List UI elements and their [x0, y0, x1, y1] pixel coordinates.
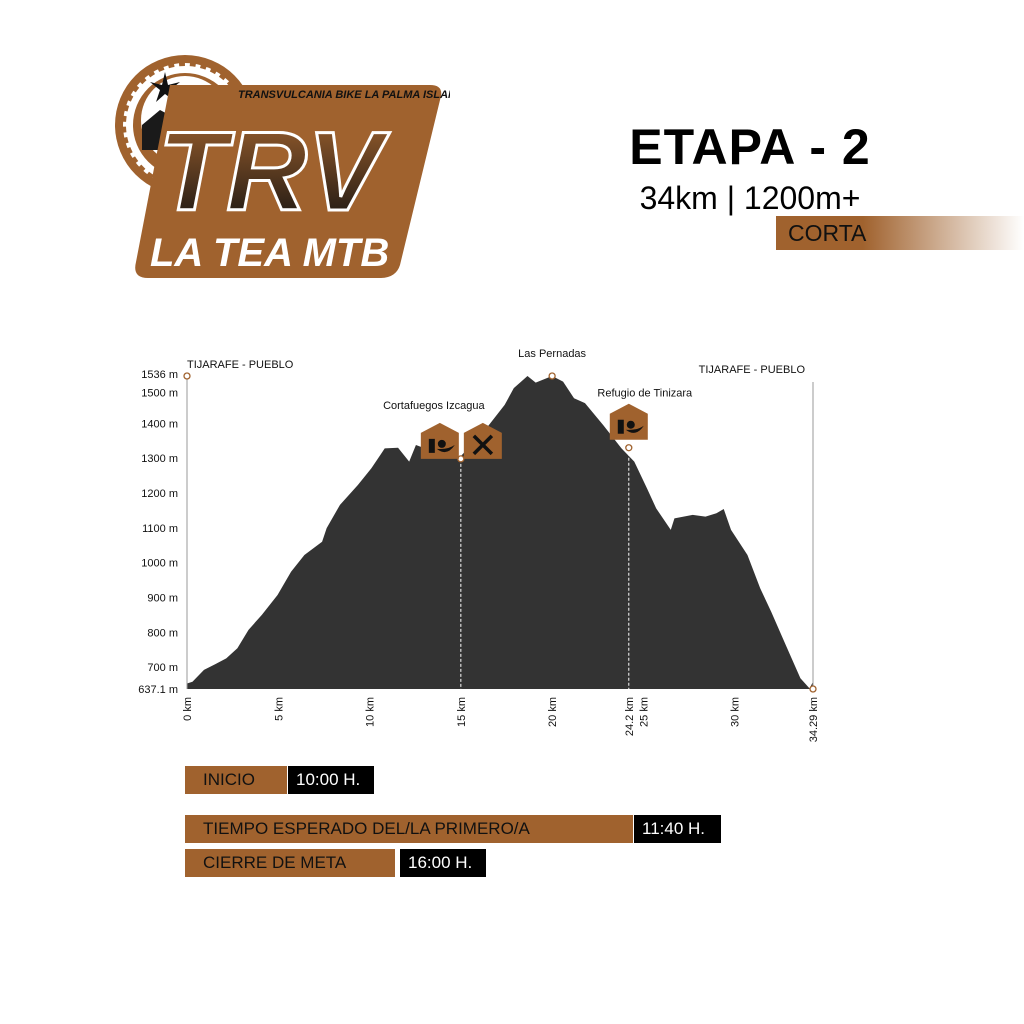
trv-logo: TRANSVULCANIA BIKE LA PALMA ISLAND TRV L…	[115, 55, 450, 278]
y-tick-label: 1200 m	[141, 488, 178, 500]
logo-wordmark: TRV	[158, 109, 390, 234]
end-location-label: TIJARAFE - PUEBLO	[699, 364, 806, 376]
x-tick-label: 15 km	[456, 697, 468, 727]
expected-time: 11:40 H.	[634, 815, 721, 843]
x-tick-label: 30 km	[730, 697, 742, 727]
waypoint: Cortafuegos Izcagua	[383, 400, 502, 689]
food-drink-icon	[420, 422, 459, 459]
waypoint-label: Las Pernadas	[518, 348, 586, 360]
x-tick-label: 34.29 km	[808, 697, 820, 742]
start-label: INICIO	[185, 766, 287, 794]
waypoint: Las Pernadas	[518, 348, 587, 380]
start-location-label: TIJARAFE - PUEBLO	[187, 359, 294, 371]
y-tick-label: 1000 m	[141, 558, 178, 570]
y-tick-label: 1536 m	[141, 369, 178, 381]
tools-icon	[463, 422, 502, 459]
y-tick-label: 1400 m	[141, 418, 178, 430]
start-marker	[183, 372, 191, 380]
y-tick-label: 1300 m	[141, 453, 178, 465]
elevation-area	[187, 376, 813, 689]
x-tick-label: 0 km	[182, 697, 194, 721]
end-marker	[809, 685, 817, 693]
y-tick-label: 900 m	[147, 592, 178, 604]
start-time: 10:00 H.	[288, 766, 374, 794]
waypoint-marker	[548, 372, 556, 380]
waypoint-label: Refugio de Tinizara	[597, 388, 693, 400]
logo-subtitle: LA TEA MTB	[150, 231, 389, 275]
y-tick-label: 637.1 m	[138, 684, 178, 696]
x-tick-label: 10 km	[365, 697, 377, 727]
finish-close-label: CIERRE DE META	[185, 849, 395, 877]
category-badge: CORTA	[776, 216, 1024, 250]
waypoint-label: Cortafuegos Izcagua	[383, 400, 485, 412]
y-tick-label: 700 m	[147, 662, 178, 674]
waypoint-marker	[625, 444, 633, 452]
logo-tagline: TRANSVULCANIA BIKE LA PALMA ISLAND	[238, 89, 450, 101]
elevation-profile-chart: 637.1 m 700 m 800 m 900 m 1000 m 1100 m 1200 m…	[138, 348, 820, 742]
y-tick-label: 1500 m	[141, 388, 178, 400]
x-tick-label: 20 km	[547, 697, 559, 727]
y-tick-label: 1100 m	[142, 523, 178, 535]
x-tick-label: 5 km	[273, 697, 285, 721]
x-tick-label: 25 km	[638, 697, 650, 727]
x-tick-label: 24.2 km	[624, 697, 636, 736]
stage-title: ETAPA - 2	[629, 119, 871, 175]
stage-stats: 34km | 1200m+	[639, 180, 861, 216]
waypoint: Refugio de Tinizara	[597, 388, 693, 689]
category-label: CORTA	[788, 220, 867, 246]
expected-time-label: TIEMPO ESPERADO DEL/LA PRIMERO/A	[185, 815, 633, 843]
y-tick-label: 800 m	[147, 627, 178, 639]
finish-close-time: 16:00 H.	[400, 849, 486, 877]
food-drink-icon	[609, 403, 648, 440]
